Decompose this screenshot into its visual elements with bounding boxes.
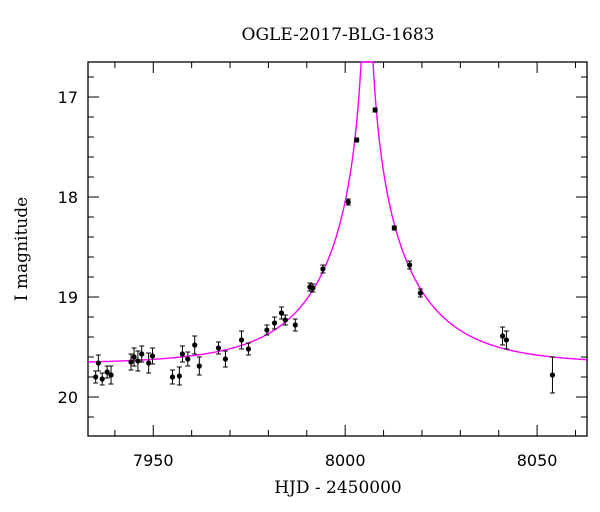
data-point <box>179 345 186 363</box>
x-tick-label: 8000 <box>325 451 366 470</box>
data-point <box>99 372 105 386</box>
axis-ticks <box>88 62 587 436</box>
data-point <box>176 366 182 386</box>
data-point <box>407 260 413 270</box>
data-point-marker <box>391 225 397 231</box>
data-point <box>238 330 245 350</box>
data-point-marker <box>549 372 556 378</box>
data-point <box>149 347 156 365</box>
data-point-marker <box>95 360 101 366</box>
data-point <box>185 351 191 367</box>
chart-title: OGLE-2017-BLG-1683 <box>242 25 435 45</box>
data-point <box>264 324 270 336</box>
data-point <box>95 354 101 372</box>
data-point-marker <box>131 354 137 360</box>
data-point <box>278 306 285 320</box>
data-point-marker <box>417 290 424 296</box>
data-point <box>271 316 278 330</box>
data-point <box>222 350 229 368</box>
data-point-marker <box>192 342 198 348</box>
data-point <box>169 369 176 385</box>
data-point-marker <box>310 285 316 291</box>
data-point-marker <box>222 356 229 362</box>
data-point-marker <box>196 363 202 369</box>
data-point <box>196 356 202 376</box>
data-points <box>93 107 556 394</box>
x-tick-label: 7950 <box>133 451 174 470</box>
y-tick-label: 20 <box>58 388 78 407</box>
plot-frame <box>87 61 588 437</box>
data-point <box>292 318 298 332</box>
data-point <box>503 330 509 350</box>
data-point <box>372 107 378 113</box>
data-point <box>104 365 110 379</box>
data-point-marker <box>345 199 351 205</box>
y-tick-label: 19 <box>58 288 78 307</box>
data-point-marker <box>139 351 145 357</box>
data-point <box>354 137 360 143</box>
data-point <box>215 341 222 355</box>
data-point-marker <box>185 356 191 362</box>
data-point-marker <box>179 351 186 357</box>
y-tick-label: 18 <box>58 188 78 207</box>
y-tick-label: 17 <box>58 88 78 107</box>
data-point-marker <box>108 372 114 378</box>
data-point-marker <box>93 374 99 380</box>
data-point-marker <box>149 353 156 359</box>
axis-tick-labels: 7950 8000 8050 17 18 19 20 <box>58 88 558 470</box>
data-point-marker <box>146 360 152 366</box>
model-curve <box>87 61 588 363</box>
data-point <box>131 347 137 367</box>
data-point <box>391 225 397 231</box>
data-point <box>139 345 145 363</box>
x-axis-label: HJD - 2450000 <box>274 478 402 498</box>
data-point <box>345 198 351 206</box>
data-point <box>282 314 288 326</box>
data-point-marker <box>215 345 222 351</box>
data-point <box>245 342 252 356</box>
data-point-marker <box>271 320 278 326</box>
data-point <box>192 335 198 355</box>
data-point <box>320 264 326 274</box>
data-point-marker <box>128 359 134 365</box>
data-point-marker <box>104 369 110 375</box>
data-point-marker <box>292 322 298 328</box>
data-point <box>108 365 114 385</box>
data-point-marker <box>282 317 288 323</box>
data-point <box>499 326 506 346</box>
data-point-marker <box>499 333 506 339</box>
data-point <box>93 370 99 384</box>
data-point-marker <box>245 346 252 352</box>
data-point-marker <box>372 107 378 113</box>
data-point-marker <box>320 266 326 272</box>
data-point-marker <box>238 337 245 343</box>
data-point <box>146 352 152 374</box>
y-axis-label: I magnitude <box>12 197 32 301</box>
data-point-marker <box>503 337 509 343</box>
x-tick-label: 8050 <box>517 451 558 470</box>
data-point-marker <box>407 262 413 268</box>
data-point-marker <box>264 327 270 333</box>
data-point <box>135 350 141 372</box>
data-point <box>128 353 134 371</box>
data-point <box>549 356 556 394</box>
data-point-marker <box>169 374 176 380</box>
data-point-marker <box>278 310 285 316</box>
data-point-marker <box>354 137 360 143</box>
data-point-marker <box>99 376 105 382</box>
data-point-marker <box>176 373 182 379</box>
data-point <box>310 283 316 293</box>
data-point-marker <box>135 358 141 364</box>
data-point <box>417 288 424 298</box>
